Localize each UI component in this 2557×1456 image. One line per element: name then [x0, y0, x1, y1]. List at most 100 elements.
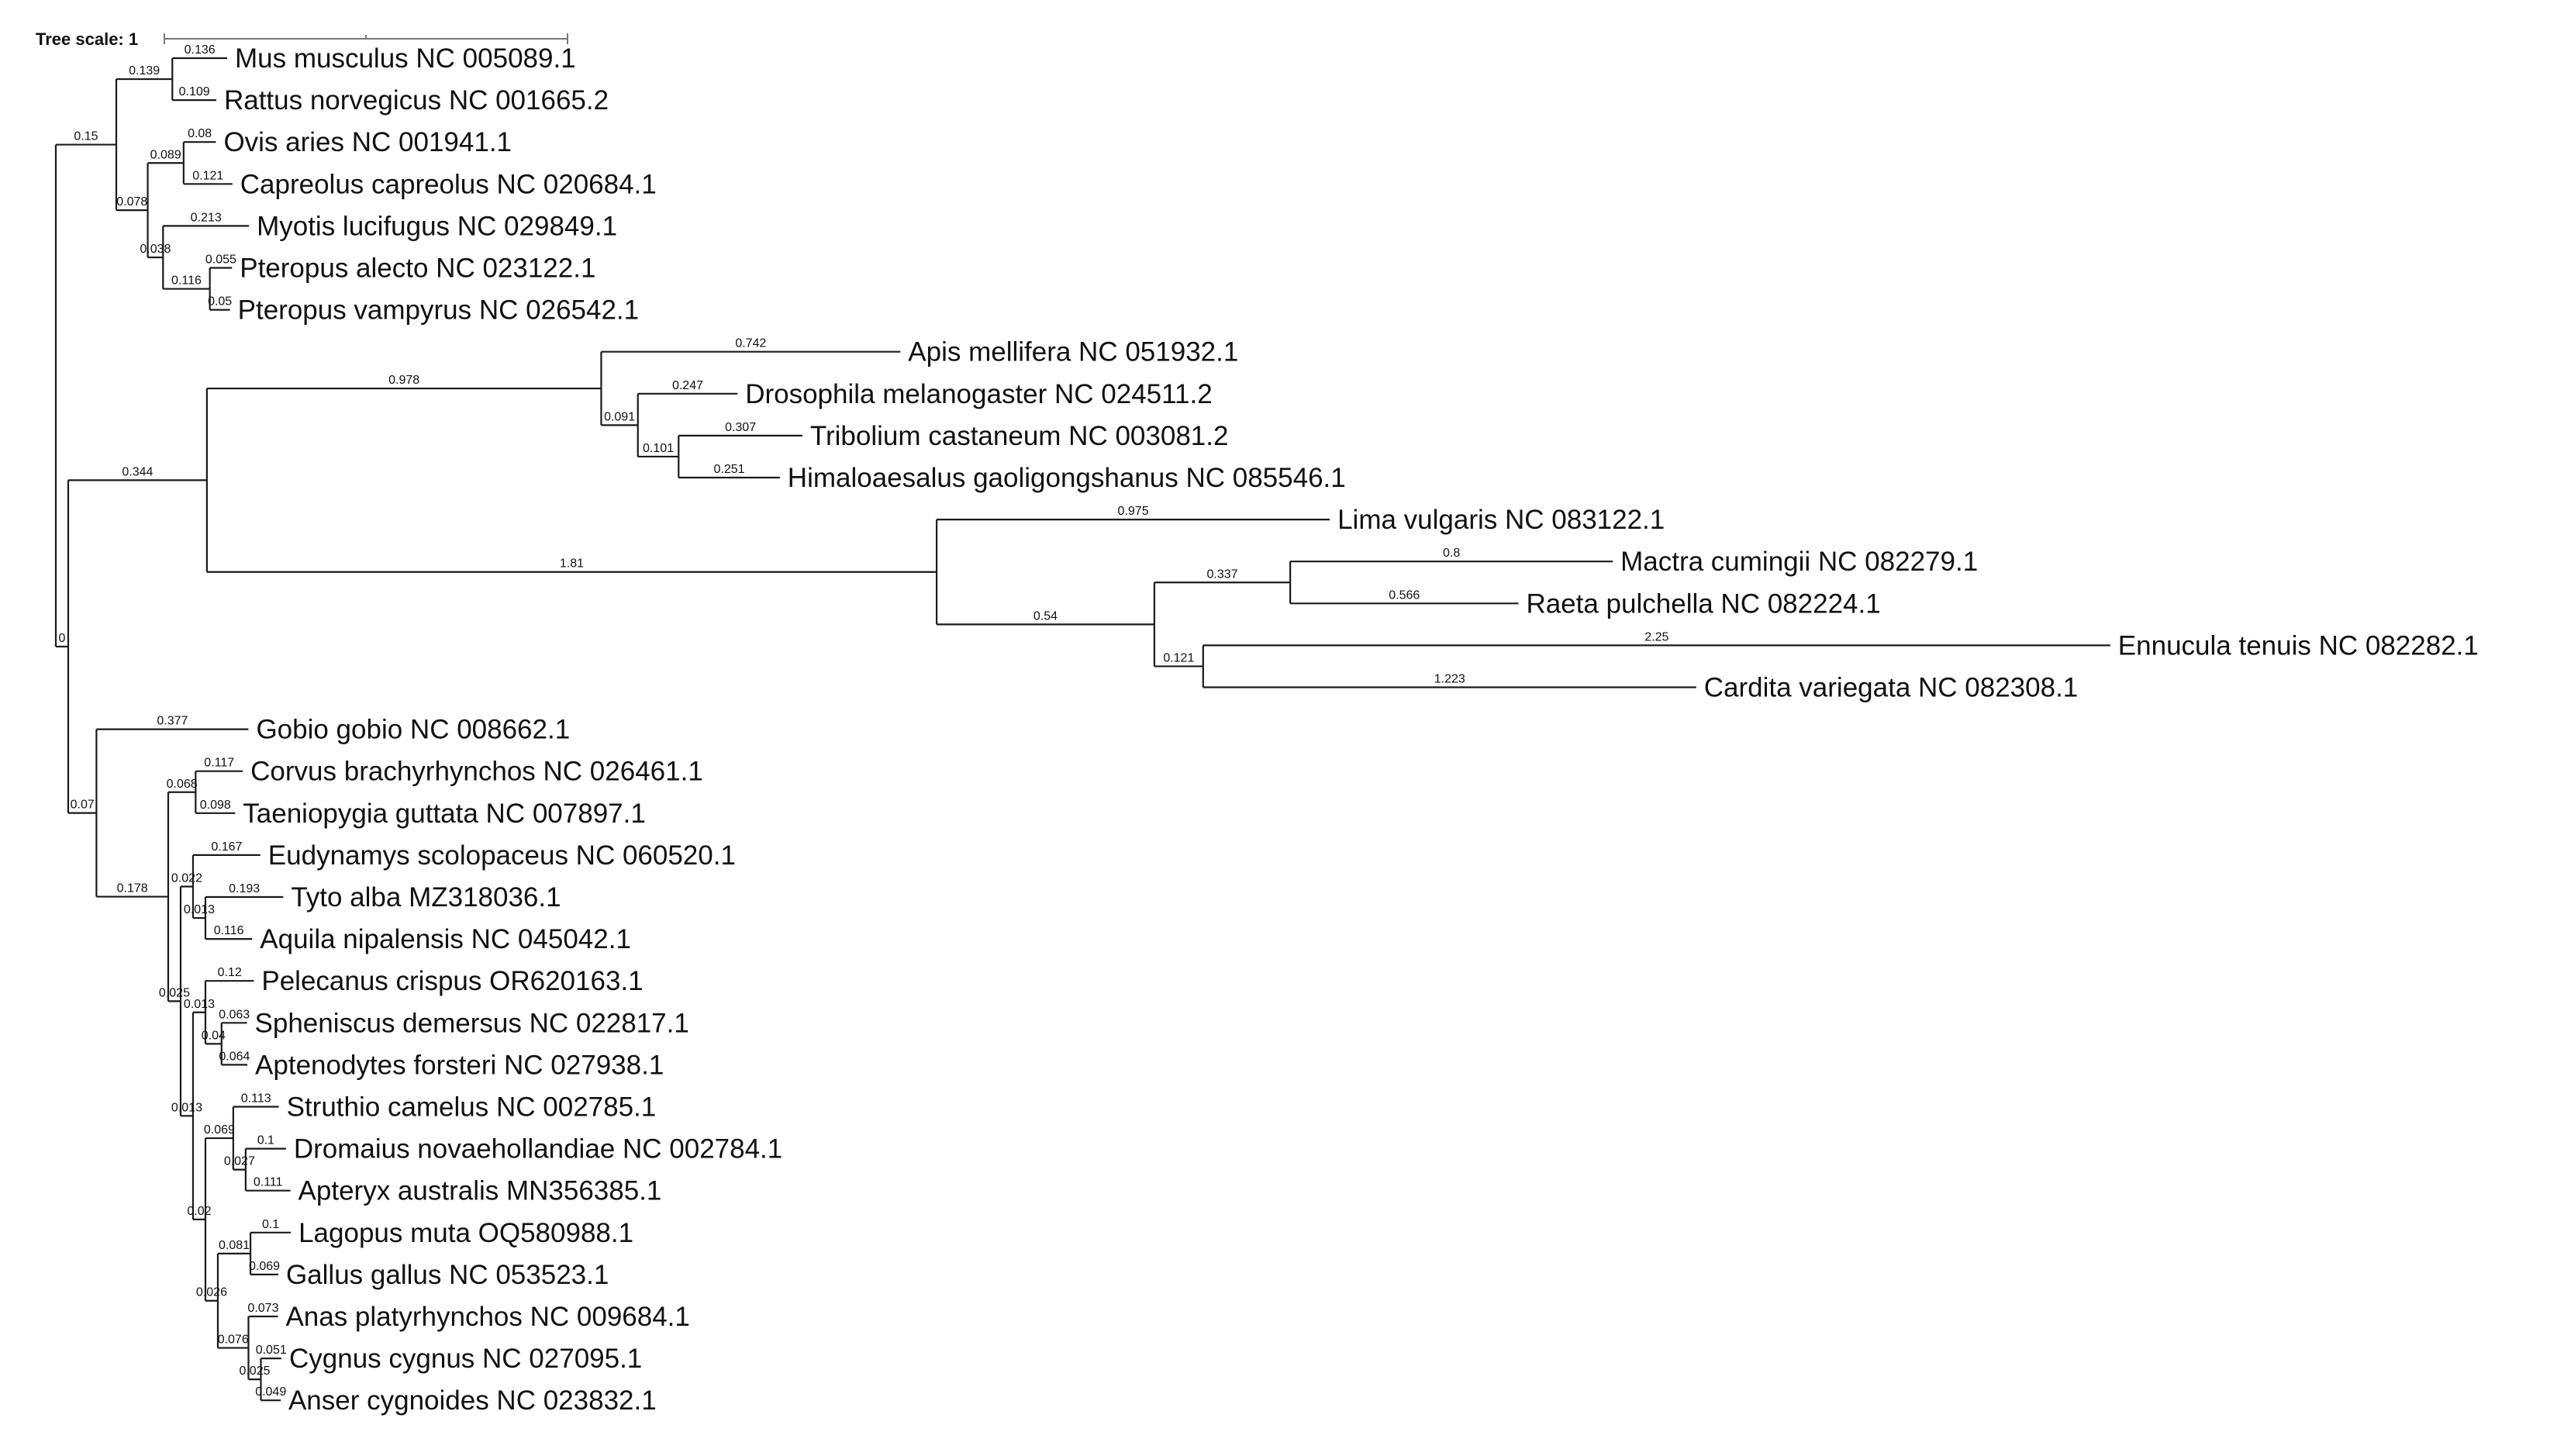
branch-length-label: 0.139	[129, 64, 160, 78]
branch-length-label: 0.022	[171, 871, 202, 885]
taxon-label: Pteropus alecto NC 023122.1	[240, 254, 595, 284]
branch-length-label: 0.013	[184, 903, 215, 916]
branch-length-label: 0.121	[1163, 651, 1194, 664]
branch-length-label: 0.307	[725, 421, 756, 434]
branch-length-label: 0.1	[257, 1134, 274, 1147]
branch-length-label: 0.091	[604, 410, 635, 423]
branch-length-label: 0.178	[117, 882, 148, 895]
branch-length-label: 0.055	[205, 254, 236, 267]
branch-length-label: 0.975	[1118, 505, 1149, 518]
taxon-label: Spheniscus demersus NC 022817.1	[255, 1008, 689, 1038]
leaf-labels: Mus musculus NC 005089.1 Rattus norvegicu…	[223, 43, 2478, 1416]
taxon-label: Lima vulgaris NC 083122.1	[1337, 505, 1665, 535]
taxon-label: Pelecanus crispus OR620163.1	[261, 966, 643, 996]
taxon-label: Apteryx australis MN356385.1	[298, 1176, 662, 1206]
branch-length-label: 0.04	[202, 1029, 226, 1042]
branch-length-label: 0.025	[159, 986, 190, 999]
branch-length-label: 0.377	[157, 715, 188, 728]
branch-length-label: 0.113	[241, 1092, 271, 1106]
branch-length-label: 0.978	[388, 374, 419, 387]
branch-length-label: 0.07	[71, 799, 95, 812]
branch-length-label: 0.076	[218, 1334, 249, 1347]
taxon-label: Corvus brachyrhynchos NC 026461.1	[250, 757, 703, 787]
branch-length-label: 0.116	[214, 924, 244, 937]
branch-length-label: 0.1	[262, 1218, 279, 1231]
branch-length-label: 0.051	[256, 1344, 287, 1357]
tree-branches	[54, 57, 2110, 1402]
branch-length-label: 0.02	[187, 1205, 211, 1218]
branch-length-label: 0.566	[1389, 588, 1420, 602]
branch-length-label: 0.121	[192, 169, 223, 182]
taxon-label: Himaloaesalus gaoligongshanus NC 085546.…	[788, 463, 1346, 493]
taxon-label: Taeniopygia guttata NC 007897.1	[243, 799, 646, 829]
taxon-label: Cardita variegata NC 082308.1	[1704, 673, 2079, 703]
branch-length-label: 0.038	[140, 243, 171, 256]
branch-length-label: 0.15	[74, 130, 98, 143]
taxon-label: Ovis aries NC 001941.1	[223, 127, 512, 157]
taxon-label: Tyto alba MZ318036.1	[291, 882, 561, 913]
branch-length-label: 0.073	[247, 1302, 278, 1315]
branch-length-label: 0.344	[122, 465, 153, 478]
branch-length-label: 0.8	[1443, 547, 1460, 560]
branch-length-label: 0.12	[218, 966, 242, 979]
branch-length-label: 0.136	[185, 43, 216, 57]
branch-length-label: 0.05	[208, 295, 232, 309]
taxon-label: Lagopus muta OQ580988.1	[298, 1218, 633, 1248]
branch-length-label: 1.81	[560, 557, 584, 571]
taxon-label: Anas platyrhynchos NC 009684.1	[285, 1302, 689, 1332]
branch-length-labels: 0.15 0.139 0.136 0.109 0.078 0.089 0.08 0.121 0.…	[59, 43, 1669, 1399]
branch-length-label: 0.116	[171, 274, 202, 288]
branch-length-label: 0.08	[188, 127, 212, 140]
taxon-label: Myotis lucifugus NC 029849.1	[257, 211, 617, 241]
branch-length-label: 0.013	[184, 998, 215, 1011]
taxon-label: Eudynamys scolopaceus NC 060520.1	[268, 840, 736, 871]
branch-length-label: 0.213	[191, 211, 222, 224]
branch-length-label: 0.111	[254, 1176, 283, 1189]
branch-length-label: 0.049	[255, 1385, 286, 1399]
taxon-label: Dromaius novaehollandiae NC 002784.1	[294, 1134, 782, 1164]
taxon-label: Ennucula tenuis NC 082282.1	[2118, 630, 2479, 661]
taxon-label: Aquila nipalensis NC 045042.1	[260, 924, 631, 954]
taxon-label: Rattus norvegicus NC 001665.2	[224, 85, 609, 116]
branch-length-label: 0.064	[219, 1050, 250, 1063]
tree-scale-label: Tree scale: 1	[36, 29, 138, 49]
branch-length-label: 2.25	[1644, 630, 1668, 643]
branch-length-label: 0.54	[1033, 609, 1058, 623]
taxon-label: Aptenodytes forsteri NC 027938.1	[255, 1050, 664, 1080]
branch-length-label: 0.117	[204, 757, 234, 770]
tree-scale-bar: Tree scale: 1	[36, 29, 568, 49]
taxon-label: Anser cygnoides NC 023832.1	[288, 1385, 657, 1416]
taxon-label: Struthio camelus NC 002785.1	[287, 1092, 657, 1123]
branch-length-label: 0.251	[714, 463, 745, 476]
branch-length-label: 0.078	[116, 195, 147, 209]
branch-length-label: 0.247	[672, 379, 703, 392]
branch-length-label: 0.167	[211, 840, 242, 854]
taxon-label: Pteropus vampyrus NC 026542.1	[238, 295, 640, 326]
branch-length-label: 0.025	[239, 1365, 270, 1378]
branch-length-label: 0.068	[167, 778, 198, 791]
taxon-label: Gallus gallus NC 053523.1	[286, 1260, 609, 1290]
taxon-label: Mactra cumingii NC 082279.1	[1620, 547, 1978, 577]
taxon-label: Cygnus cygnus NC 027095.1	[289, 1344, 642, 1374]
branch-length-label: 0.013	[171, 1101, 202, 1114]
branch-length-label: 0.026	[196, 1286, 227, 1299]
branch-length-label: 0.089	[150, 148, 181, 161]
branch-length-label: 0	[59, 632, 66, 645]
branch-length-label: 0.081	[219, 1239, 250, 1252]
branch-length-label: 0.101	[643, 442, 674, 455]
branch-length-label: 1.223	[1434, 673, 1465, 686]
branch-length-label: 0.063	[219, 1008, 250, 1021]
taxon-label: Apis mellifera NC 051932.1	[908, 337, 1238, 367]
taxon-label: Capreolus capreolus NC 020684.1	[240, 169, 657, 199]
taxon-label: Gobio gobio NC 008662.1	[256, 715, 570, 745]
branch-length-label: 0.193	[229, 882, 260, 895]
branch-length-label: 0.109	[179, 85, 210, 98]
branch-length-label: 0.742	[735, 337, 766, 350]
branch-length-label: 0.337	[1206, 568, 1237, 581]
taxon-label: Mus musculus NC 005089.1	[235, 43, 576, 74]
taxon-label: Drosophila melanogaster NC 024511.2	[745, 379, 1212, 409]
branch-length-label: 0.027	[224, 1155, 255, 1168]
branch-length-label: 0.069	[249, 1260, 280, 1273]
branch-length-label: 0.069	[204, 1123, 235, 1137]
